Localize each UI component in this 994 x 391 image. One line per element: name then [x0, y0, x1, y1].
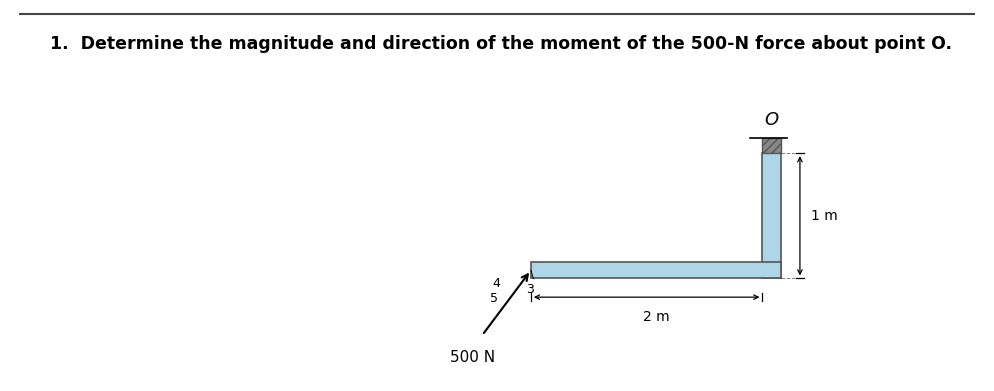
Bar — [762, 153, 781, 278]
Text: 1 m: 1 m — [811, 209, 838, 223]
Text: 3: 3 — [526, 283, 534, 296]
Text: 4: 4 — [492, 276, 500, 289]
Text: 5: 5 — [490, 292, 498, 305]
Text: 500 N: 500 N — [449, 350, 495, 365]
Text: 1.  Determine the magnitude and direction of the moment of the 500-N force about: 1. Determine the magnitude and direction… — [50, 35, 951, 53]
Text: O: O — [764, 111, 779, 129]
Bar — [531, 262, 781, 278]
Text: 2 m: 2 m — [643, 310, 669, 324]
Bar — [762, 138, 781, 153]
